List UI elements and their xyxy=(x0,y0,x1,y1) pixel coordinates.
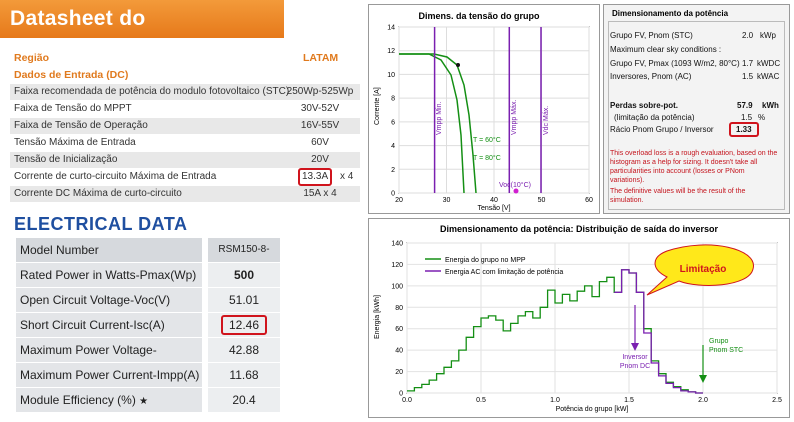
ds-row: Tensão Máxima de Entrada 60V xyxy=(14,137,329,148)
v-xtick: 30 xyxy=(443,197,451,204)
legend-mpp-label: Energia do grupo no MPP xyxy=(445,257,526,264)
d-xtick: 1.5 xyxy=(624,397,634,404)
ds-row: Corrente de curto-circuito Máxima de Ent… xyxy=(10,168,360,186)
curve-label-60: T = 60°C xyxy=(473,136,501,144)
vmpp-max-label: Vmpp Máx. xyxy=(511,100,518,135)
d-xtick: 0.5 xyxy=(476,397,486,404)
ps-label: Inversores, Pnom (AC) xyxy=(610,72,692,81)
voltage-chart: Dimens. da tensão do grupo 20 30 40 50 60 0 2 4… xyxy=(374,11,593,212)
star-icon: ★ xyxy=(139,396,149,407)
inverter-annot-line2: Pnom DC xyxy=(620,363,650,370)
loss-value: 57.9 xyxy=(737,101,753,110)
d-xtick: 2.0 xyxy=(698,397,708,404)
voc-point xyxy=(513,188,519,194)
ds-row: Tensão de Inicialização 20V xyxy=(10,152,360,168)
v-ytick: 4 xyxy=(391,143,395,150)
group-annot-line1: Grupo xyxy=(709,338,729,345)
voltage-chart-title: Dimens. da tensão do grupo xyxy=(418,11,540,21)
v-ytick: 12 xyxy=(387,48,395,55)
el-row: Open Circuit Voltage-Voc(V) 51.01 xyxy=(10,288,280,313)
distribution-xlabel: Potência do grupo [kW] xyxy=(556,406,629,413)
vdc-max-label: Vdc Máx. xyxy=(543,106,550,135)
electrical-title: ELECTRICAL DATA xyxy=(14,214,188,234)
v-ytick: 0 xyxy=(391,191,395,198)
el-row: Rated Power in Watts-Pmax(Wp) 500 xyxy=(10,263,280,288)
v-ytick: 6 xyxy=(391,119,395,126)
v-xtick: 50 xyxy=(538,197,546,204)
v-ytick: 8 xyxy=(391,96,395,103)
power-sizing-panel: Dimensionamento da potência Grupo FV, Pn… xyxy=(603,4,790,214)
section-title: Dados de Entrada (DC) xyxy=(14,69,129,81)
ps-label: Grupo FV, Pmax (1093 W/m2, 80°C) xyxy=(610,59,740,68)
ds-row: Faixa de Tensão do MPPT 30V-52V xyxy=(14,103,340,114)
inverter-annot-line1: Inversor xyxy=(622,354,648,361)
el-row: Maximum Power Voltage-Vmpp(V)42.88 xyxy=(10,338,280,381)
el-row: Maximum Power Current-Impp(A) 11.68 xyxy=(10,363,280,388)
region-value: LATAM xyxy=(303,52,339,64)
callout-label: Limitação xyxy=(680,264,727,275)
curve-80c xyxy=(399,53,465,194)
distribution-chart-panel: Dimensionamento da potência: Distribuiçã… xyxy=(368,218,790,418)
inverter-arrow-head xyxy=(631,343,639,351)
v-xtick: 40 xyxy=(490,197,498,204)
distribution-chart-title: Dimensionamento da potência: Distribuiçã… xyxy=(440,224,719,234)
ds-row: Corrente DC Máxima de curto-circuito 15A … xyxy=(10,186,360,202)
limitation-callout xyxy=(646,244,754,296)
ps-label: Grupo FV, Pnom (STC) xyxy=(610,31,693,40)
v-ytick: 2 xyxy=(391,167,395,174)
ratio-value: 1.33 xyxy=(729,122,759,137)
curve-60c xyxy=(399,53,477,194)
vmpp-min-label: Vmpp Min. xyxy=(436,101,443,135)
el-row: Module Efficiency (%) ★ 20.4 xyxy=(10,388,280,413)
d-ytick: 0 xyxy=(399,391,403,398)
overload-note: This overload loss is a rough evaluation… xyxy=(610,150,778,184)
legend-ac-label: Energia AC com limitação de potência xyxy=(445,269,563,276)
ds-row: Faixa recomendada de potência do modulo … xyxy=(10,84,360,100)
d-xtick: 0.0 xyxy=(402,397,412,404)
ac-series-line xyxy=(614,269,703,394)
d-ytick: 100 xyxy=(391,283,403,290)
ps-label: Maximum clear sky conditions : xyxy=(610,45,722,54)
max-input-current-value: 13.3A xyxy=(298,168,333,186)
d-ytick: 40 xyxy=(395,348,403,355)
ds-row: Faixa de Tensão de Operação 16V-55V xyxy=(10,118,360,134)
voltage-chart-panel: Dimens. da tensão do grupo 20 30 40 50 60 0 2 4… xyxy=(368,4,600,214)
distribution-ylabel: Energia [kWh] xyxy=(374,295,381,339)
d-xtick: 2.5 xyxy=(772,397,782,404)
voc-label: Voc(10°C) xyxy=(499,181,531,189)
isc-value: 12.46 xyxy=(220,315,268,335)
d-ytick: 20 xyxy=(395,369,403,376)
v-xtick: 60 xyxy=(585,197,593,204)
d-ytick: 60 xyxy=(395,326,403,333)
curve-label-80: T = 80°C xyxy=(473,154,501,162)
v-xtick: 20 xyxy=(395,197,403,204)
group-arrow-head xyxy=(699,375,707,383)
region-label: Região xyxy=(14,52,50,64)
datasheet-title: Datasheet do Microinversor xyxy=(0,0,284,68)
d-xtick: 1.0 xyxy=(550,397,560,404)
power-sizing-title: Dimensionamento da potência xyxy=(612,9,729,18)
definitive-note: The definitive values will be the result… xyxy=(610,188,746,204)
distribution-chart: Dimensionamento da potência: Distribuiçã… xyxy=(374,224,782,413)
loss-label: Perdas sobre-pot. xyxy=(610,101,679,110)
v-ytick: 10 xyxy=(387,72,395,79)
d-ytick: 120 xyxy=(391,262,403,269)
voltage-xlabel: Tensão [V] xyxy=(477,205,510,212)
v-ytick: 14 xyxy=(387,25,395,32)
mpp-point xyxy=(456,63,460,67)
ratio-label: Rácio Pnom Grupo / Inversor xyxy=(610,125,714,134)
voltage-ylabel: Corrente [A] xyxy=(374,87,381,125)
d-ytick: 80 xyxy=(395,305,403,312)
d-ytick: 140 xyxy=(391,241,403,248)
group-annot-line2: Pnom STC xyxy=(709,347,743,354)
el-row: Short Circuit Current-Isc(A) 12.46 xyxy=(10,313,280,338)
